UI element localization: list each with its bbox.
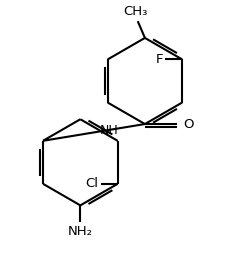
Text: O: O: [183, 118, 194, 131]
Text: F: F: [156, 53, 163, 66]
Text: CH₃: CH₃: [123, 5, 148, 18]
Text: Cl: Cl: [85, 177, 98, 190]
Text: NH₂: NH₂: [68, 225, 93, 238]
Text: NH: NH: [100, 124, 119, 136]
